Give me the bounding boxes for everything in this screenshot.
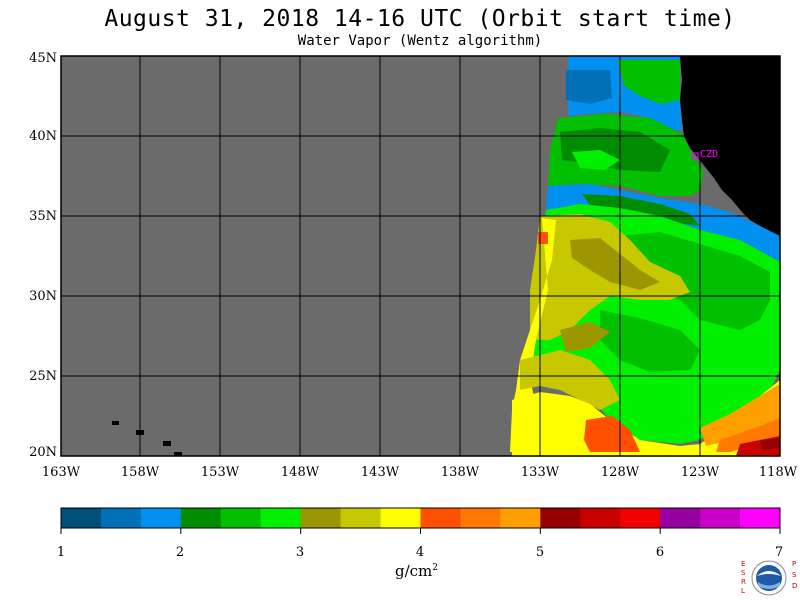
svg-text:E: E [741, 560, 745, 568]
colorbar-tick-5: 5 [536, 545, 544, 560]
station-label: CZD [700, 149, 718, 160]
svg-text:S: S [792, 571, 797, 579]
lon-label-118w: 118W [759, 465, 798, 480]
colorbar-tick-2: 2 [176, 545, 184, 560]
lat-label-45n: 45N [29, 51, 57, 66]
colorbar-swatch [220, 508, 262, 528]
lat-label-25n: 25N [29, 369, 57, 384]
colorbar-tick-7: 7 [775, 545, 783, 560]
colorbar-swatch [580, 508, 621, 528]
colorbar-swatch [460, 508, 501, 528]
map-title: August 31, 2018 14-16 UTC (Orbit start t… [104, 6, 736, 32]
noaa-seal-wave [758, 582, 780, 589]
map-frame [60, 55, 781, 457]
svg-text:D: D [792, 582, 797, 590]
colorbar-swatch [380, 508, 421, 528]
colorbar-swatch [340, 508, 382, 528]
svg-text:R: R [741, 578, 746, 586]
colorbar-swatch [260, 508, 302, 528]
units-text: g/cm [395, 562, 433, 580]
colorbar-swatch [300, 508, 342, 528]
station-marker-czd: CZD [691, 149, 718, 160]
svg-text:P: P [792, 560, 796, 568]
lat-label-20n: 20N [29, 445, 57, 460]
colorbar-swatch [420, 508, 461, 528]
lat-label-30n: 30N [29, 289, 57, 304]
colorbar-tick-labels: 1 2 3 4 5 6 7 [57, 545, 783, 560]
colorbar-swatch [660, 508, 701, 528]
colorbar-swatch [700, 508, 741, 528]
lat-label-35n: 35N [29, 209, 57, 224]
lon-label-153w: 153W [201, 465, 240, 480]
colorbar-tick-1: 1 [57, 545, 65, 560]
colorbar [60, 507, 781, 534]
lon-label-123w: 123W [681, 465, 720, 480]
colorbar-swatch [61, 508, 102, 528]
latitude-labels: 45N 40N 35N 30N 25N 20N [29, 51, 57, 460]
lon-label-133w: 133W [521, 465, 560, 480]
colorbar-swatch [140, 508, 182, 528]
map-subtitle: Water Vapor (Wentz algorithm) [297, 33, 543, 49]
colorbar-swatch [620, 508, 661, 528]
water-vapor-field [510, 56, 780, 456]
land-north-america [680, 56, 780, 236]
lon-label-163w: 163W [42, 465, 81, 480]
colorbar-units-label: g/cm2 [395, 562, 438, 580]
lon-label-128w: 128W [601, 465, 640, 480]
colorbar-tick-6: 6 [656, 545, 664, 560]
colorbar-swatch [500, 508, 541, 528]
lon-label-138w: 138W [441, 465, 480, 480]
longitude-labels: 163W 158W 153W 148W 143W 138W 133W 128W … [42, 465, 798, 480]
svg-text:S: S [741, 569, 746, 577]
colorbar-swatch [740, 508, 781, 528]
lat-label-40n: 40N [29, 129, 57, 144]
noaa-seal-bird [757, 571, 781, 576]
lat-lon-grid [61, 56, 780, 456]
colorbar-swatch [100, 508, 142, 528]
svg-text:L: L [741, 587, 745, 595]
colorbar-swatch [540, 508, 581, 528]
colorbar-tick-3: 3 [296, 545, 304, 560]
lon-label-148w: 148W [281, 465, 320, 480]
lon-label-143w: 143W [361, 465, 400, 480]
units-exponent: 2 [432, 563, 439, 573]
colorbar-tick-4: 4 [416, 545, 424, 560]
lon-label-158w: 158W [121, 465, 160, 480]
colorbar-swatch [180, 508, 222, 528]
